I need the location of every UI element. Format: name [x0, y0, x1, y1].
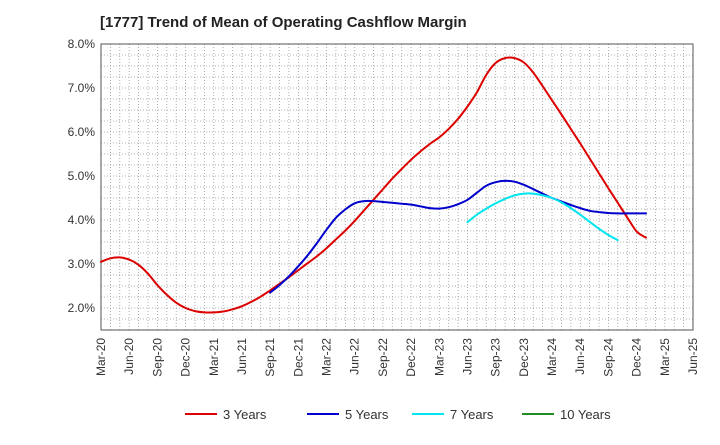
x-tick-label: Mar-25 [658, 338, 672, 376]
x-tick-label: Jun-25 [686, 338, 700, 375]
x-tick-label: Mar-22 [320, 338, 334, 376]
x-tick-label: Dec-24 [630, 338, 644, 377]
y-tick-label: 2.0% [68, 301, 96, 315]
x-tick-label: Sep-23 [489, 338, 503, 377]
x-tick-label: Mar-23 [432, 338, 446, 376]
y-tick-label: 7.0% [68, 81, 96, 95]
plot-area [101, 44, 693, 330]
y-tick-label: 8.0% [68, 37, 96, 51]
chart-title: [1777] Trend of Mean of Operating Cashfl… [100, 14, 467, 31]
y-tick-label: 5.0% [68, 169, 96, 183]
legend-label: 7 Years [450, 407, 494, 422]
x-tick-label: Dec-22 [404, 338, 418, 377]
plot-border [100, 43, 694, 331]
series-line [466, 192, 619, 242]
x-tick-label: Sep-20 [150, 338, 164, 377]
x-tick-label: Jun-20 [122, 338, 136, 375]
series-5-years-group [269, 179, 647, 294]
x-tick-label: Sep-21 [263, 338, 277, 377]
series-7-years-group [466, 192, 619, 242]
x-tick-label: Dec-21 [291, 338, 305, 377]
x-tick-label: Mar-20 [94, 338, 108, 376]
series-line [100, 56, 647, 314]
legend-label: 3 Years [223, 407, 267, 422]
y-tick-label: 4.0% [68, 213, 96, 227]
x-tick-label: Jun-23 [460, 338, 474, 375]
legend-label: 5 Years [345, 407, 389, 422]
x-tick-label: Mar-24 [545, 338, 559, 376]
x-tick-label: Jun-22 [348, 338, 362, 375]
x-tick-label: Mar-21 [207, 338, 221, 376]
series-3-years-group [100, 56, 647, 314]
x-tick-label: Sep-22 [376, 338, 390, 377]
x-tick-label: Dec-20 [179, 338, 193, 377]
series-line [269, 179, 647, 294]
x-tick-label: Jun-21 [235, 338, 249, 375]
x-tick-label: Dec-23 [517, 338, 531, 377]
y-tick-label: 6.0% [68, 125, 96, 139]
y-tick-label: 3.0% [68, 257, 96, 271]
x-tick-label: Sep-24 [601, 338, 615, 377]
x-tick-label: Jun-24 [573, 338, 587, 375]
legend-label: 10 Years [560, 407, 611, 422]
